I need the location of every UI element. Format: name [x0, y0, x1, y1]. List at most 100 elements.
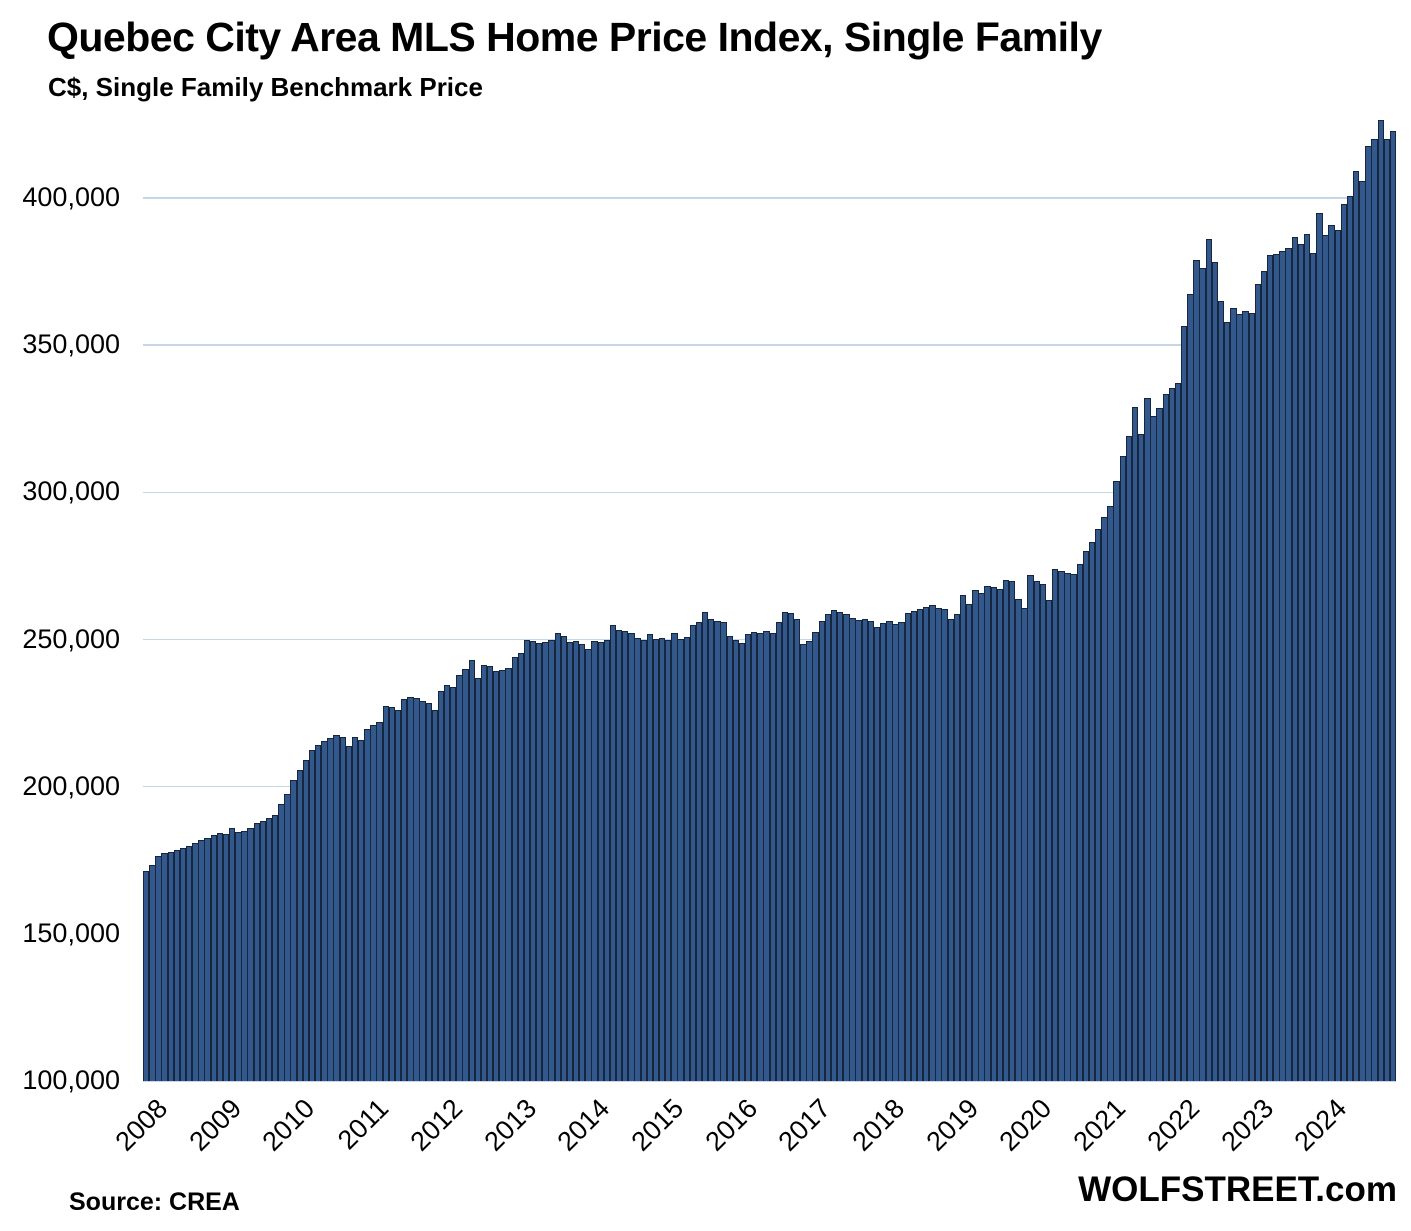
bar — [1248, 313, 1255, 1081]
bar — [1125, 436, 1133, 1081]
bar — [1279, 250, 1286, 1081]
bar — [867, 621, 875, 1081]
bar — [947, 618, 954, 1081]
bar — [1187, 294, 1194, 1081]
source-note: Source: CREA — [69, 1188, 240, 1216]
bar — [689, 625, 697, 1081]
bar — [837, 612, 844, 1081]
y-tick-label-350000: 350,000 — [22, 329, 120, 360]
bar — [204, 837, 211, 1081]
bar — [443, 685, 451, 1081]
bar — [732, 639, 740, 1081]
bar — [247, 827, 254, 1081]
bar — [1131, 406, 1139, 1081]
bar — [456, 674, 463, 1081]
bar — [278, 804, 285, 1081]
bar — [437, 691, 445, 1081]
bar — [1095, 529, 1102, 1081]
x-tick-label-2010: 2010 — [256, 1093, 321, 1157]
bar — [321, 740, 328, 1081]
bar — [818, 621, 826, 1081]
bar — [824, 614, 832, 1081]
bar — [671, 632, 678, 1081]
bar — [677, 638, 684, 1081]
bar — [1346, 196, 1354, 1081]
bar — [1365, 146, 1372, 1081]
bar — [923, 606, 930, 1081]
x-tick-label-2012: 2012 — [404, 1093, 469, 1157]
x-tick-label-2015: 2015 — [625, 1093, 690, 1157]
bar — [499, 669, 506, 1081]
bar — [1230, 307, 1237, 1081]
bar — [1045, 600, 1053, 1081]
bar — [591, 641, 598, 1081]
y-tick-label-200000: 200,000 — [22, 770, 120, 801]
gridline-300000 — [143, 491, 1396, 494]
bar — [302, 760, 310, 1081]
bar — [388, 707, 396, 1081]
y-tick-label-100000: 100,000 — [22, 1065, 120, 1095]
bar — [794, 618, 801, 1081]
bar — [179, 847, 187, 1081]
bar — [1039, 584, 1047, 1081]
bar — [259, 820, 267, 1081]
chart-subtitle: C$, Single Family Benchmark Price — [48, 72, 483, 102]
bar — [1168, 387, 1176, 1081]
bar — [1389, 131, 1397, 1081]
bar — [806, 641, 813, 1081]
bar — [1334, 229, 1341, 1081]
bar — [720, 622, 727, 1081]
bar — [345, 745, 353, 1081]
bar — [394, 709, 402, 1081]
bar — [253, 823, 260, 1081]
bar — [357, 739, 365, 1081]
bar — [1052, 568, 1059, 1081]
bar — [1199, 268, 1206, 1081]
bar — [628, 632, 635, 1081]
bar — [1236, 314, 1243, 1081]
bar — [658, 637, 666, 1081]
bar — [339, 737, 346, 1081]
x-tick-label-2013: 2013 — [478, 1093, 542, 1157]
bar — [474, 678, 482, 1081]
bar — [1015, 598, 1022, 1081]
bar — [585, 648, 592, 1081]
bar — [640, 639, 647, 1081]
bar — [1353, 170, 1360, 1081]
bar — [265, 818, 273, 1081]
bar — [873, 626, 881, 1081]
bar — [1328, 225, 1335, 1081]
bar — [566, 642, 574, 1081]
bar — [554, 632, 561, 1081]
bar — [1273, 254, 1280, 1081]
bar — [941, 609, 948, 1081]
bar — [364, 729, 371, 1081]
bar — [511, 656, 518, 1081]
bar — [1174, 383, 1182, 1081]
bar — [572, 641, 580, 1081]
bar — [523, 639, 531, 1081]
bar — [781, 612, 789, 1081]
bar — [996, 588, 1004, 1081]
bar — [235, 832, 242, 1081]
bar — [1162, 393, 1169, 1081]
bar — [652, 638, 660, 1081]
bar — [861, 618, 869, 1081]
bar — [1113, 480, 1120, 1081]
bar — [597, 642, 604, 1081]
x-tick-label-2018: 2018 — [846, 1093, 911, 1157]
bar — [1021, 607, 1028, 1081]
bar — [161, 853, 168, 1081]
bar — [155, 856, 162, 1081]
bar — [1064, 572, 1071, 1081]
bar — [1211, 262, 1219, 1081]
bar — [450, 686, 457, 1081]
bar — [1150, 415, 1157, 1081]
bar — [769, 632, 776, 1081]
bar — [978, 593, 985, 1081]
bar — [185, 845, 193, 1081]
bar — [886, 621, 893, 1081]
bar — [1303, 234, 1311, 1081]
bar — [830, 610, 838, 1081]
bar — [1119, 455, 1126, 1081]
